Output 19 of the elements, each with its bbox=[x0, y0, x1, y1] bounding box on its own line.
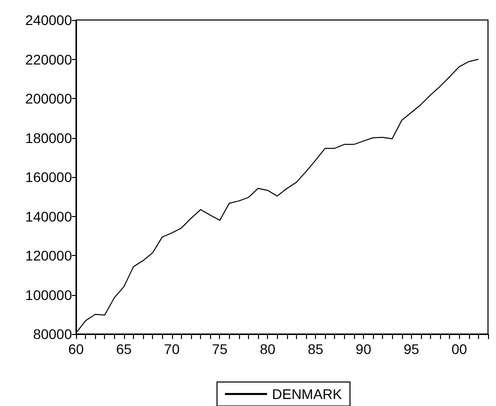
x-tick-label: 70 bbox=[164, 341, 180, 357]
x-tick-label: 00 bbox=[451, 341, 468, 357]
y-tick-label: 100000 bbox=[25, 286, 72, 303]
x-tick-label: 95 bbox=[404, 341, 420, 357]
y-tick-label: 160000 bbox=[25, 169, 72, 185]
legend-label: DENMARK bbox=[272, 386, 343, 402]
x-tick-label: 80 bbox=[260, 341, 276, 357]
x-tick-label: 75 bbox=[212, 341, 228, 357]
x-tick-label: 85 bbox=[308, 341, 324, 357]
x-tick-label: 60 bbox=[68, 341, 84, 357]
y-tick-label: 240000 bbox=[25, 12, 72, 28]
y-tick-label: 180000 bbox=[25, 130, 72, 146]
y-tick-label: 80000 bbox=[33, 326, 72, 342]
y-tick-label: 200000 bbox=[25, 90, 72, 106]
y-tick-label: 220000 bbox=[25, 51, 72, 68]
y-tick-label: 140000 bbox=[25, 208, 72, 224]
y-tick-label: 120000 bbox=[25, 248, 72, 264]
x-tick-label: 65 bbox=[116, 341, 132, 357]
x-tick-label: 90 bbox=[356, 341, 372, 357]
